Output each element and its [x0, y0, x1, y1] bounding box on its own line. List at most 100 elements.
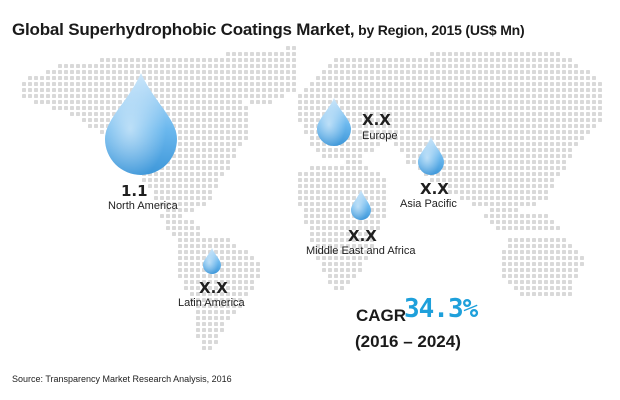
map-dot [574, 124, 578, 128]
map-dot [406, 64, 410, 68]
map-dot [550, 70, 554, 74]
map-dot [340, 106, 344, 110]
map-dot [406, 106, 410, 110]
map-dot [550, 220, 554, 224]
map-dot [334, 154, 338, 158]
map-dot [310, 118, 314, 122]
map-dot [550, 64, 554, 68]
map-dot [424, 112, 428, 116]
map-dot [490, 130, 494, 134]
map-dot [166, 82, 170, 86]
map-dot [238, 292, 242, 296]
map-dot [346, 100, 350, 104]
map-dot [430, 118, 434, 122]
map-dot [556, 274, 560, 278]
map-dot [454, 118, 458, 122]
map-dot [244, 118, 248, 122]
map-dot [280, 58, 284, 62]
map-dot [556, 76, 560, 80]
map-dot [322, 184, 326, 188]
map-dot [508, 220, 512, 224]
map-dot [370, 202, 374, 206]
map-dot [460, 130, 464, 134]
map-dot [358, 184, 362, 188]
map-dot [496, 160, 500, 164]
map-dot [232, 304, 236, 308]
map-dot [436, 106, 440, 110]
map-dot [208, 160, 212, 164]
map-dot [394, 82, 398, 86]
map-dot [358, 160, 362, 164]
map-dot [304, 100, 308, 104]
map-dot [364, 106, 368, 110]
map-dot [88, 100, 92, 104]
map-dot [508, 268, 512, 272]
map-dot [454, 100, 458, 104]
map-dot [478, 130, 482, 134]
map-dot [184, 166, 188, 170]
map-dot [256, 58, 260, 62]
map-dot [226, 238, 230, 242]
map-dot [502, 112, 506, 116]
map-dot [508, 262, 512, 266]
map-dot [496, 226, 500, 230]
map-dot [400, 136, 404, 140]
map-dot [526, 130, 530, 134]
map-dot [382, 94, 386, 98]
map-dot [370, 82, 374, 86]
map-dot [544, 154, 548, 158]
map-dot [406, 136, 410, 140]
map-dot [562, 238, 566, 242]
map-dot [34, 76, 38, 80]
map-dot [400, 76, 404, 80]
map-dot [508, 52, 512, 56]
map-dot [178, 70, 182, 74]
map-dot [502, 214, 506, 218]
map-dot [556, 88, 560, 92]
map-dot [538, 166, 542, 170]
map-dot [394, 142, 398, 146]
map-dot [346, 202, 350, 206]
map-dot [28, 88, 32, 92]
map-dot [406, 154, 410, 158]
map-dot [358, 142, 362, 146]
map-dot [376, 112, 380, 116]
map-dot [148, 58, 152, 62]
map-dot [448, 178, 452, 182]
map-dot [514, 124, 518, 128]
map-dot [184, 118, 188, 122]
map-dot [340, 220, 344, 224]
map-dot [238, 112, 242, 116]
map-dot [532, 244, 536, 248]
map-dot [484, 64, 488, 68]
map-dot [382, 106, 386, 110]
map-dot [178, 256, 182, 260]
map-dot [112, 88, 116, 92]
map-dot [88, 76, 92, 80]
map-dot [166, 76, 170, 80]
map-dot [340, 268, 344, 272]
map-dot [538, 286, 542, 290]
map-dot [514, 274, 518, 278]
map-dot [328, 184, 332, 188]
map-dot [382, 76, 386, 80]
map-dot [436, 136, 440, 140]
map-dot [196, 196, 200, 200]
map-dot [346, 232, 350, 236]
map-dot [172, 64, 176, 68]
map-dot [508, 274, 512, 278]
map-dot [544, 124, 548, 128]
map-dot [526, 64, 530, 68]
map-dot [382, 178, 386, 182]
map-dot [430, 112, 434, 116]
map-dot [154, 172, 158, 176]
map-dot [172, 190, 176, 194]
map-dot [490, 208, 494, 212]
map-dot [448, 82, 452, 86]
map-dot [382, 196, 386, 200]
map-dot [532, 70, 536, 74]
map-dot [364, 76, 368, 80]
map-dot [364, 244, 368, 248]
map-dot [556, 142, 560, 146]
